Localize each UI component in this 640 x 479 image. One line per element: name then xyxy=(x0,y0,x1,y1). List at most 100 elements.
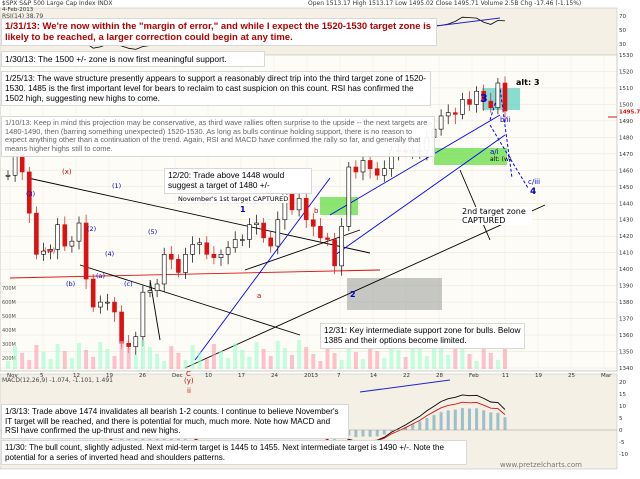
note-1-31: 1/31/13: We're now within the "margin of… xyxy=(1,18,437,47)
volume-tick-label: 200M xyxy=(2,356,16,362)
volume-bar xyxy=(460,347,465,369)
candle-body xyxy=(225,247,231,255)
candle-body xyxy=(211,254,217,258)
volume-bar xyxy=(233,343,238,369)
rsi-tick-label: 30 xyxy=(619,42,626,48)
candle-body xyxy=(488,100,494,109)
x-tick-label: 17 xyxy=(238,373,245,379)
macd-histogram-bar xyxy=(468,408,471,430)
volume-bar xyxy=(34,345,39,369)
volume-bar xyxy=(290,355,294,369)
candle-body xyxy=(339,226,345,267)
candle-body xyxy=(502,82,508,112)
x-tick-label: 19 xyxy=(535,373,542,379)
ohlc-readout: Open 1513.17 High 1513.17 Low 1495.02 Cl… xyxy=(308,0,581,7)
volume-bar xyxy=(162,361,167,369)
label-bp: (b) xyxy=(66,280,76,288)
volume-bar xyxy=(240,350,245,369)
projection-path xyxy=(489,87,513,179)
candle-body xyxy=(296,198,302,211)
volume-bar xyxy=(325,346,330,369)
y-tick-label: 1340 xyxy=(619,366,633,372)
y-tick-label: 1360 xyxy=(619,333,633,339)
candle-body xyxy=(12,153,18,176)
volume-bar xyxy=(254,342,259,369)
x-tick-label: 28 xyxy=(436,373,443,379)
volume-bar xyxy=(389,343,394,369)
open-value: Open 1513.17 xyxy=(308,0,351,7)
macd-tick-label: 20 xyxy=(619,380,626,386)
macd-histogram-bar xyxy=(411,424,415,430)
price-candles xyxy=(5,76,508,355)
label-x: (x) xyxy=(62,168,72,176)
symbol-header: $SPX S&P 500 Large Cap Index INDX xyxy=(2,0,112,7)
y-tick-label: 1420 xyxy=(619,234,633,240)
macd-histogram-bar xyxy=(432,415,436,430)
y-tick-label: 1430 xyxy=(619,218,633,224)
label-c: C xyxy=(186,370,191,378)
y-tick-label: 1530 xyxy=(619,53,633,59)
volume-bar xyxy=(453,340,458,369)
volume-bar xyxy=(417,349,422,369)
x-tick-label: 7 xyxy=(337,373,341,379)
volume-tick-label: 300M xyxy=(2,342,16,348)
x-tick-label: 14 xyxy=(370,373,377,379)
volume-bar xyxy=(432,341,436,369)
y-tick-label: 1400 xyxy=(619,267,633,273)
candle-body xyxy=(204,242,210,255)
y-tick-label: 1370 xyxy=(619,317,633,323)
volume-bar xyxy=(219,351,223,369)
volume-bar xyxy=(368,344,373,369)
macd-histogram-bar xyxy=(496,412,500,430)
y-tick-label: 1460 xyxy=(619,168,633,174)
volume-bar xyxy=(126,348,131,369)
trendlines xyxy=(9,114,546,369)
label-3p: (3) xyxy=(26,190,36,198)
rsi-tick-label: 50 xyxy=(619,28,626,34)
candle-body xyxy=(261,222,266,239)
note-12-31: 12/31: Key intermediate support zone for… xyxy=(320,323,525,349)
symbol: $SPX xyxy=(2,0,18,7)
volume-bar xyxy=(119,341,124,369)
candle-body xyxy=(112,301,117,313)
candle-body xyxy=(119,311,124,344)
x-tick-label: 12 xyxy=(73,373,80,379)
macd-tick-label: 0 xyxy=(619,428,623,434)
y-tick-label: 1500 xyxy=(619,102,633,108)
x-tick-label: 19 xyxy=(106,373,113,379)
volume-bar xyxy=(77,343,81,369)
x-tick-label: 2013 xyxy=(304,373,318,379)
volume-bar xyxy=(311,354,316,369)
volume-bar xyxy=(211,344,216,369)
volume-bar xyxy=(474,361,479,369)
candle-body xyxy=(353,166,359,173)
volume-bar xyxy=(339,360,344,369)
label-ciii: c/iii xyxy=(528,178,541,186)
macd-histogram-bar xyxy=(489,412,493,430)
volume-bar xyxy=(268,356,273,369)
volume-bar xyxy=(410,342,415,369)
candle-body xyxy=(381,168,387,176)
y-tick-label: 1510 xyxy=(619,86,633,92)
label-w: (w) xyxy=(44,247,56,255)
y-tick-label: 1450 xyxy=(619,185,633,191)
volume-bar xyxy=(169,346,174,369)
y-tick-label: 1380 xyxy=(619,300,633,306)
volume-bar xyxy=(98,342,103,369)
candle-body xyxy=(452,112,458,115)
candle-body xyxy=(495,82,501,109)
volume-tick-label: 500M xyxy=(2,314,16,320)
candle-body xyxy=(467,99,472,105)
volume-bar xyxy=(446,355,451,369)
x-tick-label: 22 xyxy=(403,373,410,379)
x-tick-label: 10 xyxy=(205,373,212,379)
high-value: High 1513.17 xyxy=(352,0,394,7)
price-y-axis: 1340 1350 1360 1370 1380 1390 1400 1410 1420 1430… xyxy=(619,53,640,372)
candle-body xyxy=(98,301,103,308)
note-1-30: 1/30/13: The 1500 +/- zone is now first … xyxy=(1,51,265,68)
label-4p: (4) xyxy=(105,250,115,258)
label-aii: a/i xyxy=(490,148,499,156)
volume-bar xyxy=(148,347,152,369)
label-a: a xyxy=(257,292,262,300)
candle-body xyxy=(218,254,224,258)
